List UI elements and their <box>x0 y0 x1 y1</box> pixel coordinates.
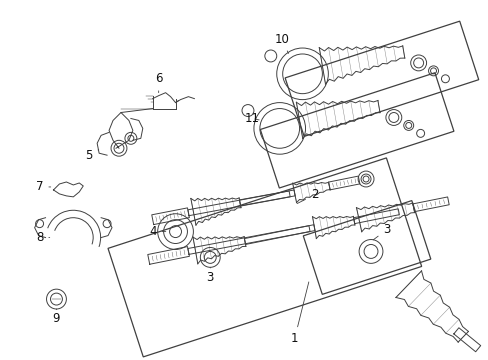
Text: 7: 7 <box>36 180 51 193</box>
Text: 6: 6 <box>155 72 162 93</box>
Text: 11: 11 <box>244 112 259 125</box>
Text: 9: 9 <box>53 309 60 325</box>
Text: 10: 10 <box>274 33 288 53</box>
Text: 3: 3 <box>372 223 390 240</box>
Text: 3: 3 <box>206 267 214 284</box>
Text: 1: 1 <box>290 282 308 345</box>
Text: 4: 4 <box>149 225 165 238</box>
Text: 5: 5 <box>85 149 99 162</box>
Text: 8: 8 <box>36 231 50 244</box>
Text: 2: 2 <box>297 188 318 203</box>
